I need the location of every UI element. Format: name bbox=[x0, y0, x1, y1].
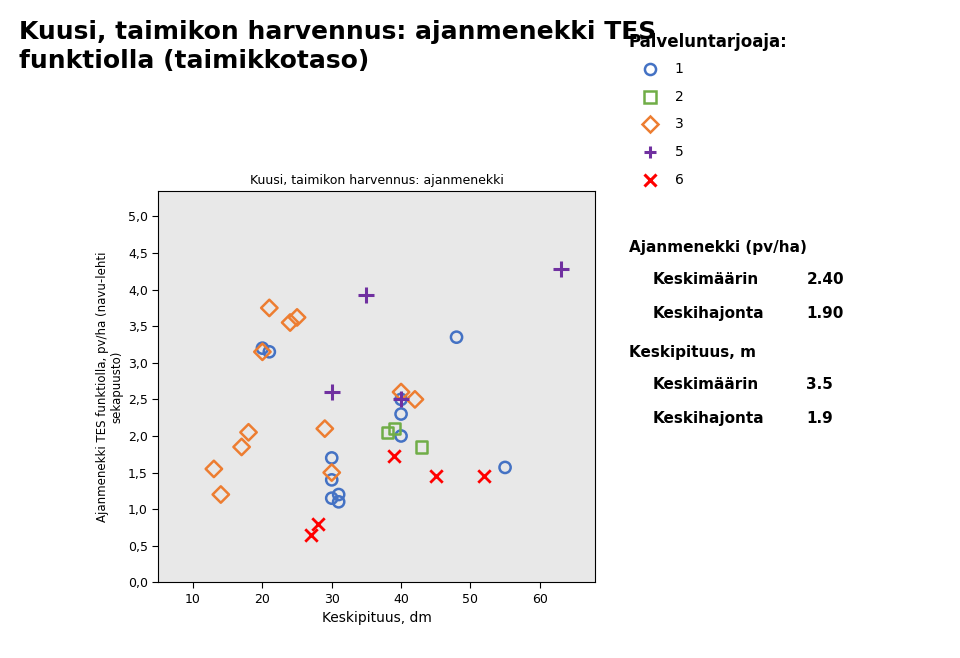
Title: Kuusi, taimikon harvennus: ajanmenekki: Kuusi, taimikon harvennus: ajanmenekki bbox=[250, 174, 504, 187]
Point bbox=[254, 343, 270, 353]
Text: 5: 5 bbox=[675, 145, 684, 159]
Text: Keskimäärin: Keskimäärin bbox=[653, 272, 759, 287]
Point bbox=[234, 442, 250, 452]
Point bbox=[394, 394, 409, 405]
Point bbox=[254, 347, 270, 357]
Point bbox=[476, 471, 492, 482]
Point bbox=[387, 451, 402, 462]
Text: Keskimäärin: Keskimäärin bbox=[653, 377, 759, 392]
Text: 11: 11 bbox=[908, 632, 925, 646]
Point bbox=[387, 423, 402, 434]
Text: 2: 2 bbox=[675, 89, 684, 104]
Text: Keskihajonta: Keskihajonta bbox=[653, 411, 764, 426]
Point bbox=[324, 453, 340, 463]
Point bbox=[262, 347, 277, 357]
Point bbox=[213, 490, 228, 500]
Point bbox=[282, 317, 298, 328]
Point bbox=[407, 394, 422, 405]
Text: Palveluntarjoaja:: Palveluntarjoaja: bbox=[629, 33, 787, 51]
Point bbox=[324, 493, 340, 503]
Text: Kuusi, taimikon harvennus: ajanmenekki TES
funktiolla (taimikkotaso): Kuusi, taimikon harvennus: ajanmenekki T… bbox=[19, 20, 657, 74]
Y-axis label: Ajanmenekki TES funktiolla, pv/ha (navu-lehti
sekapuusto): Ajanmenekki TES funktiolla, pv/ha (navu-… bbox=[96, 251, 124, 522]
Point bbox=[289, 312, 304, 322]
Point bbox=[394, 431, 409, 442]
Point bbox=[206, 464, 222, 474]
Point bbox=[553, 264, 568, 274]
Point bbox=[497, 462, 513, 472]
Text: Keskipituus, m: Keskipituus, m bbox=[629, 345, 756, 361]
Point bbox=[379, 427, 395, 438]
Text: kopalvelut/ Tulosesitykset
seminaareissa: kopalvelut/ Tulosesitykset seminaareissa bbox=[701, 628, 844, 649]
Point bbox=[310, 519, 325, 529]
Point bbox=[324, 474, 340, 485]
Point bbox=[317, 423, 332, 434]
Text: 1.11.2...: 1.11.2... bbox=[10, 634, 56, 644]
Text: 1.9: 1.9 bbox=[806, 411, 833, 426]
Point bbox=[394, 387, 409, 397]
Text: 6: 6 bbox=[675, 172, 684, 187]
Point bbox=[324, 387, 340, 397]
Text: Keskihajonta: Keskihajonta bbox=[653, 306, 764, 321]
Text: 1: 1 bbox=[675, 62, 684, 76]
Point bbox=[414, 442, 429, 452]
X-axis label: Keskipituus, dm: Keskipituus, dm bbox=[322, 611, 432, 625]
Point bbox=[394, 394, 409, 405]
Point bbox=[262, 303, 277, 313]
Point bbox=[303, 530, 319, 540]
Point bbox=[331, 497, 347, 507]
Text: 3: 3 bbox=[675, 117, 684, 132]
Point bbox=[394, 409, 409, 419]
Text: 1.90: 1.90 bbox=[806, 306, 844, 321]
Point bbox=[324, 467, 340, 478]
Text: Ajanmenekki (pv/ha): Ajanmenekki (pv/ha) bbox=[629, 240, 806, 255]
Point bbox=[428, 471, 444, 482]
Point bbox=[359, 290, 374, 300]
Point bbox=[241, 427, 256, 438]
Point bbox=[449, 332, 465, 342]
Text: 3.5: 3.5 bbox=[806, 377, 833, 392]
Text: 2.40: 2.40 bbox=[806, 272, 844, 287]
Point bbox=[331, 490, 347, 500]
